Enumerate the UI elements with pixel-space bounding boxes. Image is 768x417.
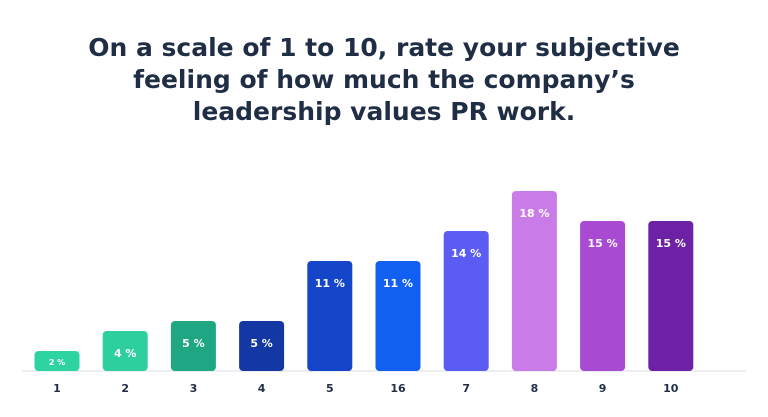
bar-5: [307, 261, 353, 371]
bar-4: [239, 321, 285, 371]
bar-value-label: 5 %: [182, 337, 205, 350]
bar-value-label: 11 %: [383, 277, 413, 290]
bar-value-label: 11 %: [315, 277, 345, 290]
bar-3: [170, 321, 216, 371]
bar-value-label: 15 %: [656, 237, 686, 250]
bar-7: [443, 231, 489, 371]
bars-group: 2 % 4 % 5 % 5 % 11 % 11 % 14 % 18 % 15 % 15 %: [34, 191, 694, 371]
x-tick-label: 8: [531, 382, 539, 395]
x-tick-label: 4: [258, 382, 266, 395]
bar-value-label: 15 %: [588, 237, 618, 250]
bar-value-label: 4 %: [114, 347, 137, 360]
x-tick-label: 5: [326, 382, 334, 395]
bar-8: [511, 191, 557, 371]
x-tick-label: 16: [390, 382, 406, 395]
bar-value-label: 18 %: [519, 207, 549, 220]
bar-value-label: 2 %: [49, 358, 65, 367]
bar-16: [375, 261, 421, 371]
chart-title-line-2: feeling of how much the company’s: [133, 65, 635, 94]
x-tick-label: 2: [121, 382, 129, 395]
chart-title-line-3: leadership values PR work.: [192, 97, 576, 126]
bar-9: [580, 221, 626, 371]
bar-1: [34, 351, 80, 371]
chart-title: On a scale of 1 to 10, rate your subject…: [0, 32, 768, 128]
bar-2: [102, 331, 148, 371]
x-tick-label: 3: [190, 382, 198, 395]
x-tick-label: 10: [663, 382, 679, 395]
x-tick-label: 9: [599, 382, 607, 395]
bar-value-label: 14 %: [451, 247, 481, 260]
x-tick-label: 1: [53, 382, 61, 395]
bar-value-label: 5 %: [250, 337, 273, 350]
x-tick-label: 7: [462, 382, 470, 395]
bar-10: [648, 221, 694, 371]
chart-title-line-1: On a scale of 1 to 10, rate your subject…: [88, 33, 680, 62]
x-axis-ticks: 1 2 3 4 5 16 7 8 9 10: [53, 382, 679, 395]
